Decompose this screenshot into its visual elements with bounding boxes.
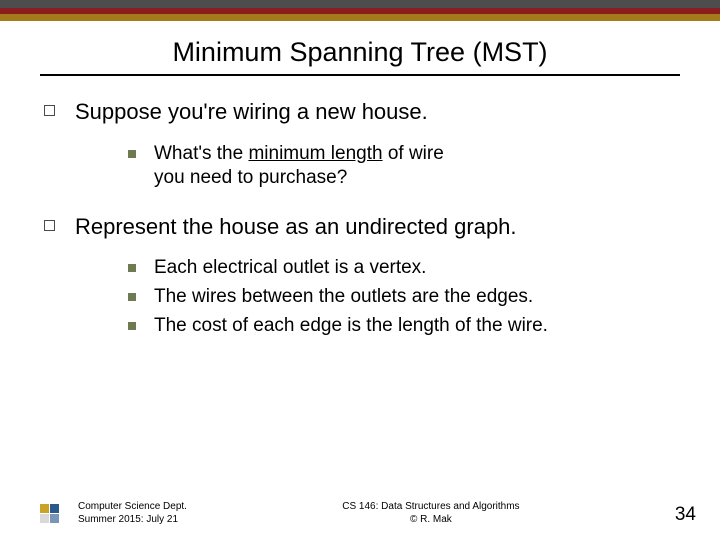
- footer-dept: Computer Science Dept. Summer 2015: July…: [78, 501, 187, 526]
- footer-dept-line1: Computer Science Dept.: [78, 501, 187, 514]
- sub-item: The wires between the outlets are the ed…: [128, 285, 676, 310]
- sub-text: The wires between the outlets are the ed…: [154, 285, 533, 310]
- sub-item: What's the minimum length of wire you ne…: [128, 142, 676, 191]
- logo-square: [40, 504, 49, 513]
- logo-square: [50, 514, 59, 523]
- sub-list: Each electrical outlet is a vertex. The …: [128, 256, 676, 338]
- sub-item: The cost of each edge is the length of t…: [128, 314, 676, 339]
- sub-item: Each electrical outlet is a vertex.: [128, 256, 676, 281]
- outline-text: Suppose you're wiring a new house.: [75, 98, 428, 126]
- sub-text-underlined: minimum length: [248, 143, 382, 164]
- square-bullet-filled: [128, 322, 136, 330]
- slide-number: 34: [675, 504, 696, 526]
- sub-text: What's the minimum length of wire you ne…: [154, 142, 444, 191]
- logo-square: [40, 514, 49, 523]
- footer-dept-line2: Summer 2015: July 21: [78, 514, 187, 527]
- outline-item: Suppose you're wiring a new house.: [44, 98, 676, 126]
- sub-text: Each electrical outlet is a vertex.: [154, 256, 426, 281]
- sub-text: The cost of each edge is the length of t…: [154, 314, 548, 339]
- footer-course: CS 146: Data Structures and Algorithms: [342, 501, 519, 514]
- square-bullet-open: [44, 105, 55, 116]
- square-bullet-open: [44, 220, 55, 231]
- slide-footer: Computer Science Dept. Summer 2015: July…: [0, 501, 720, 526]
- sub-text-line2: you need to purchase?: [154, 167, 347, 188]
- square-bullet-filled: [128, 293, 136, 301]
- sub-text-part: What's the: [154, 143, 248, 164]
- top-stripe-grey: [0, 0, 720, 8]
- sub-list: What's the minimum length of wire you ne…: [128, 142, 676, 191]
- square-bullet-filled: [128, 264, 136, 272]
- square-bullet-filled: [128, 150, 136, 158]
- sjsu-logo: [40, 504, 66, 526]
- top-stripe-gold: [0, 14, 720, 21]
- logo-square: [50, 504, 59, 513]
- footer-author: © R. Mak: [342, 514, 519, 527]
- outline-text: Represent the house as an undirected gra…: [75, 213, 517, 241]
- slide-title: Minimum Spanning Tree (MST): [0, 37, 720, 68]
- footer-left: Computer Science Dept. Summer 2015: July…: [40, 501, 187, 526]
- outline-item: Represent the house as an undirected gra…: [44, 213, 676, 241]
- slide-content: Suppose you're wiring a new house. What'…: [0, 76, 720, 338]
- sub-text-part: of wire: [383, 143, 444, 164]
- footer-center: CS 146: Data Structures and Algorithms ©…: [342, 501, 519, 526]
